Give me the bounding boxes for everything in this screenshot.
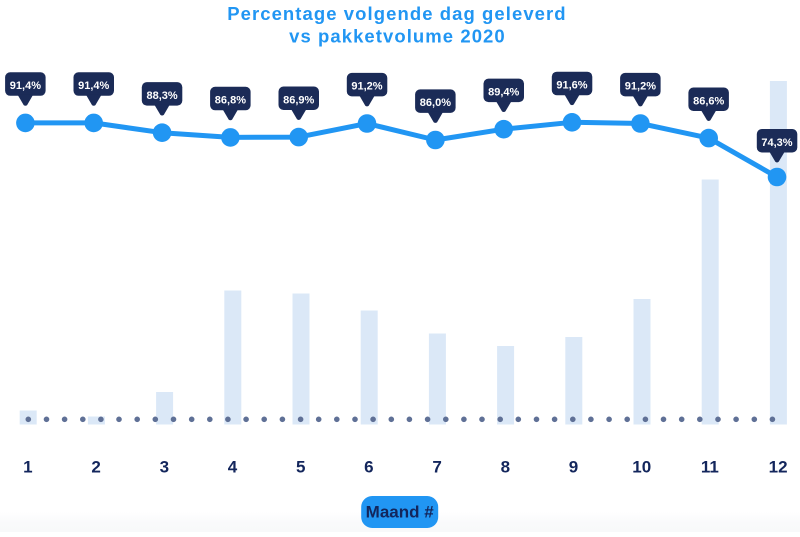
svg-text:8: 8 <box>501 457 510 476</box>
svg-text:91,2%: 91,2% <box>625 81 656 93</box>
svg-text:7: 7 <box>432 457 441 476</box>
svg-text:3: 3 <box>160 457 169 476</box>
svg-text:91,2%: 91,2% <box>351 81 382 93</box>
svg-text:Percentage volgende dag geleve: Percentage volgende dag geleverd <box>227 3 565 24</box>
svg-text:10: 10 <box>632 457 651 476</box>
svg-text:89,4%: 89,4% <box>488 86 519 98</box>
svg-text:1: 1 <box>23 457 32 476</box>
svg-text:6: 6 <box>364 457 373 476</box>
svg-text:5: 5 <box>296 457 305 476</box>
svg-text:91,4%: 91,4% <box>10 80 41 92</box>
svg-text:86,9%: 86,9% <box>283 94 314 106</box>
svg-text:74,3%: 74,3% <box>761 137 792 149</box>
svg-text:11: 11 <box>701 457 719 476</box>
svg-text:4: 4 <box>228 457 238 476</box>
svg-text:91,4%: 91,4% <box>78 80 109 92</box>
svg-text:86,8%: 86,8% <box>215 95 246 107</box>
svg-text:Maand #: Maand # <box>366 503 435 522</box>
svg-text:vs pakketvolume 2020: vs pakketvolume 2020 <box>289 26 505 47</box>
svg-text:88,3%: 88,3% <box>146 90 177 102</box>
svg-text:2: 2 <box>91 457 100 476</box>
svg-text:91,6%: 91,6% <box>556 80 587 92</box>
svg-text:9: 9 <box>569 457 578 476</box>
svg-text:86,6%: 86,6% <box>693 95 724 107</box>
svg-text:86,0%: 86,0% <box>420 97 451 109</box>
svg-text:12: 12 <box>769 457 788 476</box>
